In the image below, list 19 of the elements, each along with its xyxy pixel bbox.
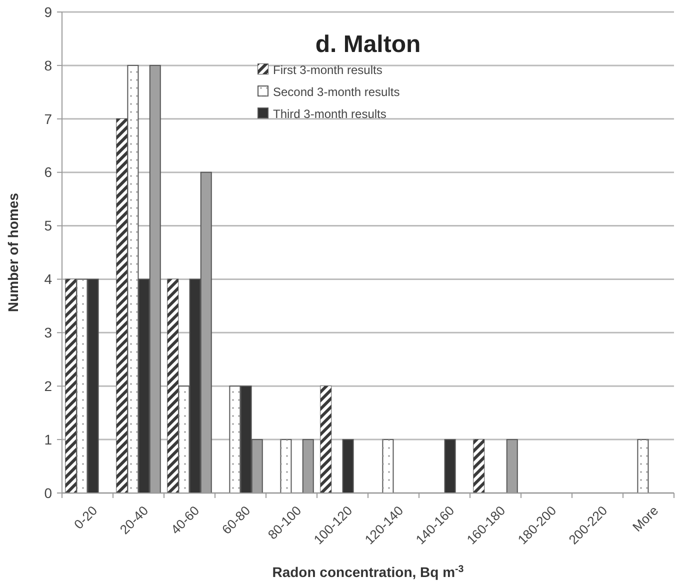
y-tick-label: 5 — [44, 218, 52, 234]
y-tick-label: 1 — [44, 431, 52, 448]
y-tick-label: 2 — [44, 378, 52, 394]
x-axis-title: Radon concentration, Bq m$^{-3}$ — [272, 564, 464, 580]
bar — [342, 439, 354, 494]
y-tick-label: 0 — [44, 484, 52, 501]
y-tick-label: 8 — [44, 57, 52, 74]
y-tick-label: 7 — [44, 110, 52, 127]
x-tick-label: 0-20 — [71, 502, 100, 532]
y-axis-title: Number of homes — [5, 192, 21, 312]
y-tick-label: 9 — [44, 4, 52, 20]
bar — [444, 439, 456, 494]
y-tick-label: 4 — [44, 271, 52, 288]
y-tick-label: 3 — [44, 324, 52, 341]
legend-label: First 3-month results — [273, 63, 382, 78]
text: d. Malton — [315, 31, 421, 58]
legend-label: Third 3-month results — [273, 107, 386, 122]
legend-label: Second 3-month results — [273, 85, 400, 100]
y-tick-label: 6 — [44, 164, 52, 180]
